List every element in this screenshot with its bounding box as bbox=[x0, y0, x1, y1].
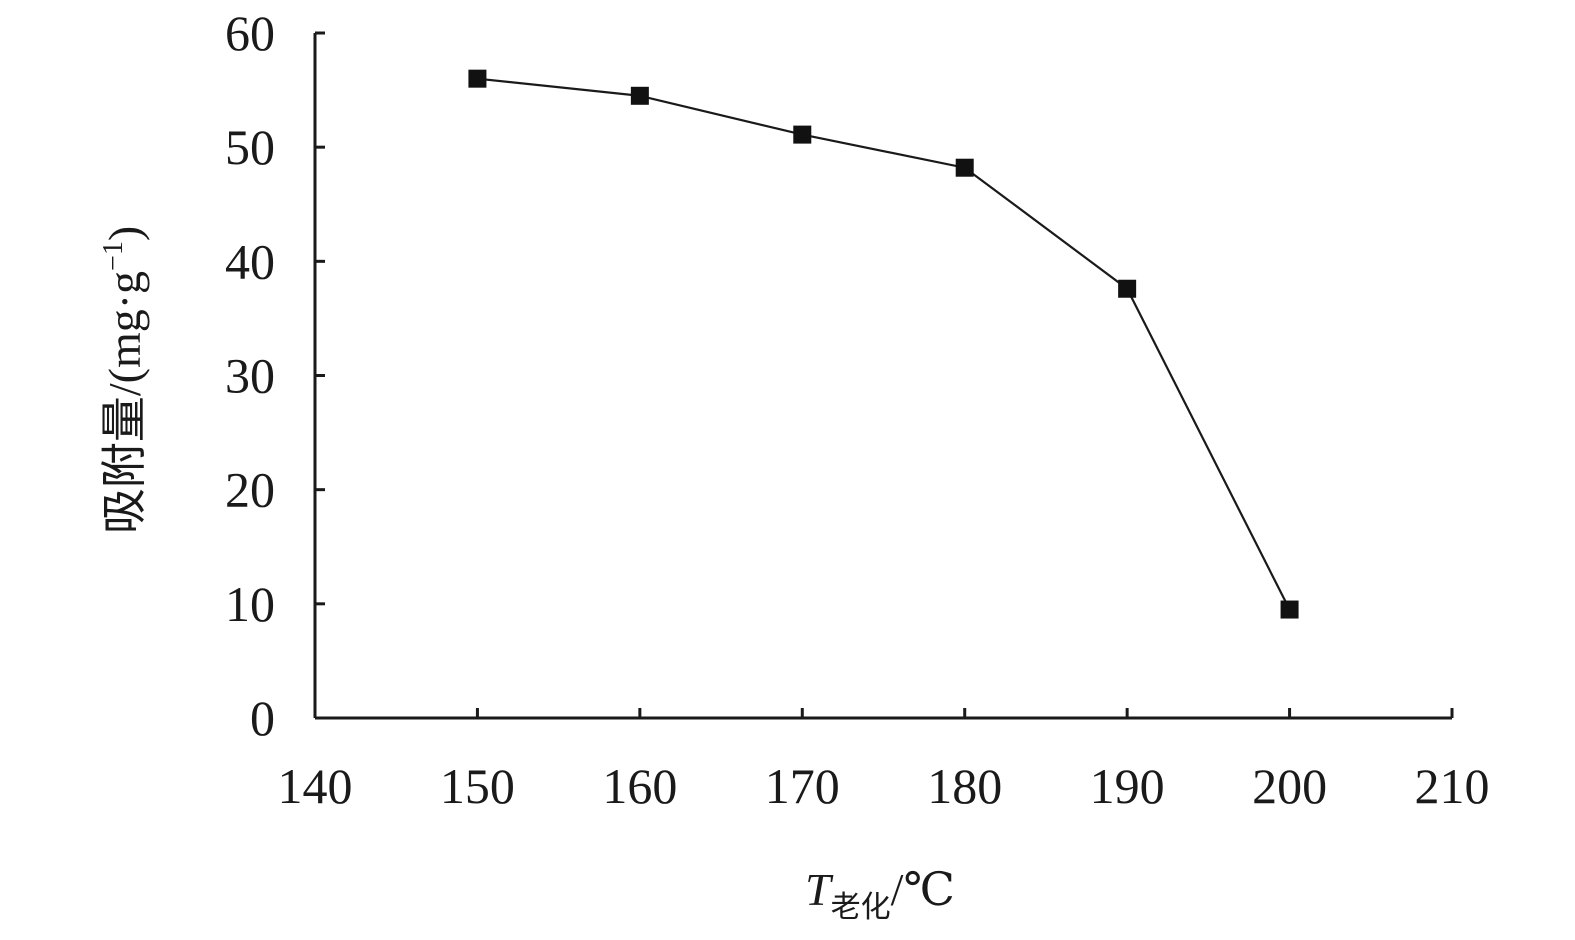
y-tick-label: 30 bbox=[225, 348, 275, 404]
y-tick-label: 50 bbox=[225, 119, 275, 175]
data-point-marker bbox=[1280, 600, 1299, 619]
series-line bbox=[477, 77, 1291, 611]
y-axis-title: 吸附量/(mg·g−1) bbox=[98, 226, 150, 534]
data-point-marker bbox=[1118, 279, 1137, 298]
y-tick-label: 60 bbox=[225, 5, 275, 61]
series-group bbox=[468, 69, 1299, 619]
x-tick-label: 180 bbox=[927, 758, 1002, 814]
x-ticks: 140 150 160 170 180 190 200 210 bbox=[278, 708, 1490, 814]
plot-area: 0 10 20 30 40 50 60 140 150 160 170 180 190 200 210 bbox=[225, 5, 1490, 814]
y-tick-label: 10 bbox=[225, 576, 275, 632]
x-tick-label: 140 bbox=[278, 758, 353, 814]
y-tick-label: 20 bbox=[225, 462, 275, 518]
data-point-marker bbox=[630, 86, 649, 105]
y-ticks: 0 10 20 30 40 50 60 bbox=[225, 5, 325, 746]
y-tick-label: 0 bbox=[250, 690, 275, 746]
data-point-marker bbox=[468, 69, 487, 88]
y-tick-label: 40 bbox=[225, 233, 275, 289]
x-tick-label: 210 bbox=[1415, 758, 1490, 814]
x-axis-title-subscript: 老化 bbox=[831, 890, 891, 925]
y-axis-title-close: ) bbox=[99, 226, 150, 241]
x-axis-title: T老化/℃ bbox=[805, 864, 955, 925]
data-point-marker bbox=[955, 158, 974, 177]
x-tick-label: 200 bbox=[1252, 758, 1327, 814]
x-tick-label: 170 bbox=[765, 758, 840, 814]
y-axis-title-superscript: −1 bbox=[98, 241, 129, 271]
y-axis-title-main: 吸附量/(mg·g bbox=[99, 271, 150, 534]
data-point-marker bbox=[793, 125, 812, 144]
x-axis-title-unit: /℃ bbox=[891, 864, 955, 915]
x-tick-label: 160 bbox=[602, 758, 677, 814]
x-tick-label: 190 bbox=[1090, 758, 1165, 814]
x-tick-label: 150 bbox=[440, 758, 515, 814]
x-axis-title-main: T bbox=[805, 864, 834, 915]
